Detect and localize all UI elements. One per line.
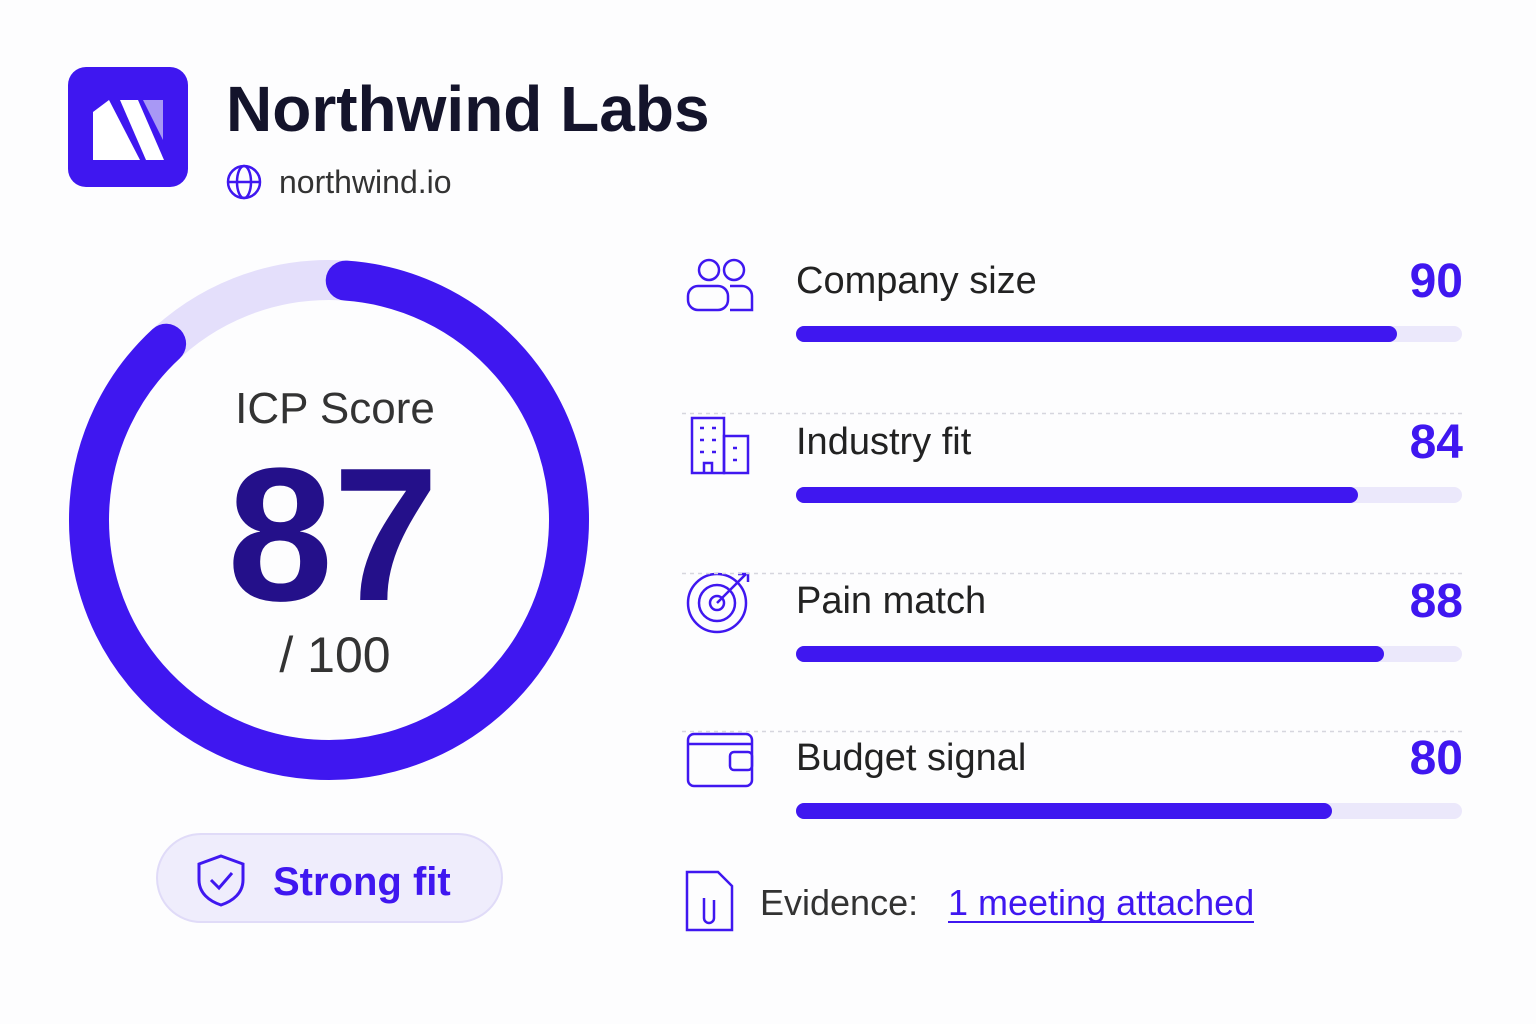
document-icon <box>685 870 734 932</box>
shield-icon <box>197 854 245 907</box>
company-title: Northwind Labs <box>226 73 710 145</box>
evidence-label: Evidence: <box>760 882 918 923</box>
people-icon <box>686 258 754 312</box>
score-ring <box>69 260 589 780</box>
company-domain: northwind.io <box>279 164 452 200</box>
criterion-name: Pain match <box>796 580 986 622</box>
criterion-score: 84 <box>1410 416 1464 469</box>
criterion-score: 80 <box>1410 732 1463 785</box>
fit-badge-text: Strong fit <box>273 860 451 904</box>
building-icon <box>690 416 750 475</box>
criterion-name: Industry fit <box>796 421 972 463</box>
criterion-name: Company size <box>796 260 1037 302</box>
criterion-name: Budget signal <box>796 737 1026 779</box>
check-icon <box>209 872 234 891</box>
evidence-link[interactable]: 1 meeting attached <box>948 882 1254 923</box>
wallet-icon <box>686 732 754 788</box>
score-label: ICP Score <box>235 384 435 433</box>
criterion-score: 90 <box>1410 255 1463 308</box>
criterion-score: 88 <box>1410 575 1463 628</box>
globe-icon <box>226 164 262 200</box>
score-value: 87 <box>227 429 438 641</box>
fit-badge <box>156 833 503 923</box>
logo <box>68 67 188 187</box>
score-max: / 100 <box>279 627 390 683</box>
